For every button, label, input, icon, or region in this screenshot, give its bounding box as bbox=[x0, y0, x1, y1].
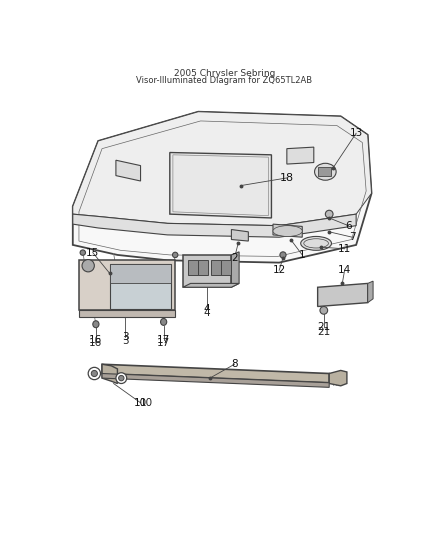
Text: 11: 11 bbox=[338, 244, 351, 254]
Polygon shape bbox=[79, 310, 175, 317]
Ellipse shape bbox=[280, 252, 286, 258]
Ellipse shape bbox=[325, 210, 333, 218]
Text: 12: 12 bbox=[272, 265, 286, 276]
Ellipse shape bbox=[161, 318, 167, 325]
Text: 4: 4 bbox=[204, 309, 210, 318]
Polygon shape bbox=[329, 370, 347, 386]
Text: 10: 10 bbox=[134, 398, 147, 408]
Ellipse shape bbox=[290, 150, 310, 161]
Polygon shape bbox=[102, 364, 329, 383]
Polygon shape bbox=[116, 160, 141, 181]
Text: 16: 16 bbox=[89, 335, 102, 345]
Text: 7: 7 bbox=[349, 232, 356, 242]
Text: Visor-Illuminated Diagram for ZQ65TL2AB: Visor-Illuminated Diagram for ZQ65TL2AB bbox=[136, 76, 313, 85]
Text: 13: 13 bbox=[350, 128, 363, 138]
Polygon shape bbox=[73, 112, 371, 225]
Polygon shape bbox=[170, 152, 272, 218]
Polygon shape bbox=[231, 252, 239, 287]
Text: 3: 3 bbox=[122, 332, 128, 342]
Polygon shape bbox=[79, 260, 175, 310]
Text: 17: 17 bbox=[157, 335, 170, 345]
Ellipse shape bbox=[91, 370, 97, 377]
Ellipse shape bbox=[88, 367, 100, 379]
Ellipse shape bbox=[80, 250, 85, 255]
FancyBboxPatch shape bbox=[221, 260, 231, 275]
FancyBboxPatch shape bbox=[198, 260, 208, 275]
FancyBboxPatch shape bbox=[187, 260, 198, 275]
Polygon shape bbox=[102, 374, 329, 387]
Polygon shape bbox=[318, 284, 367, 306]
Ellipse shape bbox=[173, 252, 178, 257]
Text: 14: 14 bbox=[338, 265, 351, 276]
Text: 6: 6 bbox=[345, 221, 352, 231]
FancyBboxPatch shape bbox=[211, 260, 221, 275]
Text: 21: 21 bbox=[317, 322, 330, 332]
Text: 4: 4 bbox=[204, 304, 210, 314]
Ellipse shape bbox=[301, 237, 332, 251]
Text: 16: 16 bbox=[89, 338, 102, 348]
Polygon shape bbox=[73, 214, 356, 237]
Text: 17: 17 bbox=[157, 338, 170, 348]
Ellipse shape bbox=[82, 260, 94, 272]
Text: 2: 2 bbox=[231, 253, 238, 263]
FancyBboxPatch shape bbox=[318, 167, 331, 176]
Polygon shape bbox=[110, 264, 171, 284]
Polygon shape bbox=[273, 224, 302, 237]
Text: 3: 3 bbox=[122, 336, 128, 346]
Text: 18: 18 bbox=[280, 173, 294, 183]
Polygon shape bbox=[183, 255, 231, 287]
Ellipse shape bbox=[119, 375, 124, 381]
Polygon shape bbox=[287, 147, 314, 164]
Ellipse shape bbox=[116, 373, 127, 384]
Text: 10: 10 bbox=[140, 398, 153, 408]
Polygon shape bbox=[183, 284, 239, 287]
Text: 21: 21 bbox=[317, 327, 330, 337]
Text: 2005 Chrysler Sebring: 2005 Chrysler Sebring bbox=[174, 69, 275, 78]
Polygon shape bbox=[73, 112, 371, 263]
Ellipse shape bbox=[273, 225, 302, 237]
Ellipse shape bbox=[314, 163, 336, 180]
Polygon shape bbox=[231, 230, 248, 241]
Text: 15: 15 bbox=[86, 248, 99, 257]
Text: 8: 8 bbox=[231, 359, 238, 369]
Polygon shape bbox=[367, 281, 373, 303]
Ellipse shape bbox=[120, 165, 137, 175]
Polygon shape bbox=[110, 264, 171, 309]
Ellipse shape bbox=[93, 321, 99, 328]
Polygon shape bbox=[102, 364, 117, 384]
Ellipse shape bbox=[320, 306, 328, 314]
Text: 1: 1 bbox=[299, 250, 306, 260]
